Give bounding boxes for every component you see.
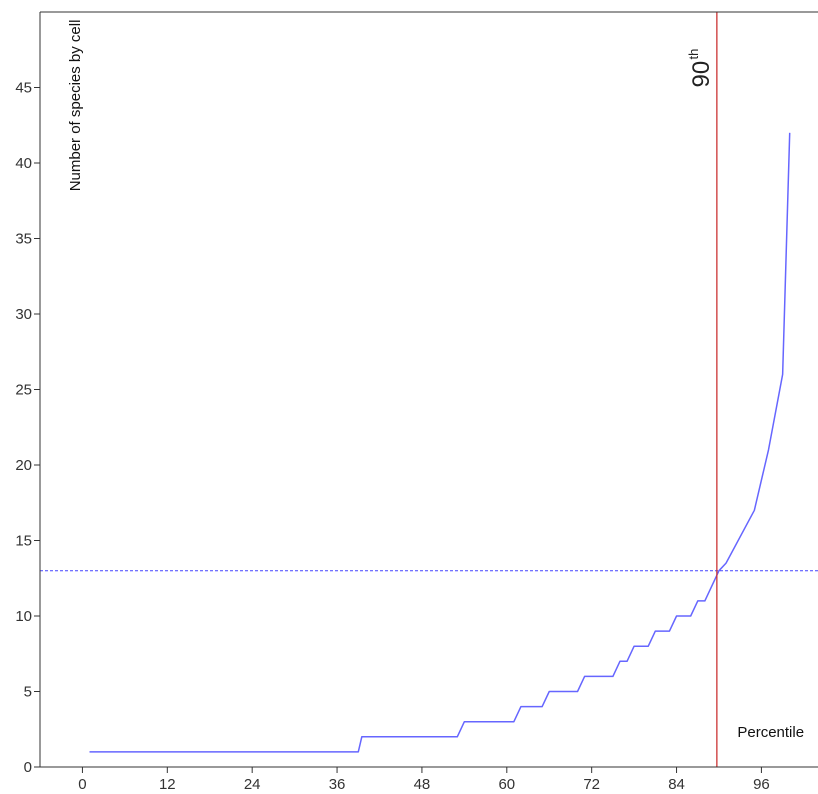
x-axis-title: Percentile (737, 724, 804, 741)
y-tick-label: 30 (15, 306, 32, 323)
y-tick-label: 20 (15, 457, 32, 474)
percentile-90th-label-number: 90 (688, 61, 715, 88)
species-curve-line (89, 132, 791, 753)
y-tick-label: 25 (15, 382, 32, 399)
reference-lines (40, 12, 818, 767)
y-tick-label: 15 (15, 533, 32, 550)
x-tick-label: 24 (244, 776, 261, 793)
y-tick-label: 0 (24, 759, 32, 776)
y-axis-title: Number of species by cell (67, 20, 84, 192)
x-tick-label: 72 (583, 776, 600, 793)
x-tick-label: 12 (159, 776, 176, 793)
y-tick-label: 35 (15, 231, 32, 248)
y-tick-label: 10 (15, 608, 32, 625)
x-tick-label: 0 (78, 776, 86, 793)
labels: 0 5 10 15 20 25 30 35 40 45 0 12 24 36 48 60 72 84 96 Numbe… (15, 20, 804, 793)
x-tick-label: 84 (668, 776, 685, 793)
series-layer (89, 132, 791, 753)
x-tick-label: 60 (498, 776, 515, 793)
y-tick-label: 45 (15, 80, 32, 97)
x-tick-label: 48 (414, 776, 431, 793)
percentile-90th-label-superscript: th (686, 49, 701, 60)
y-tick-label: 40 (15, 155, 32, 172)
x-tick-label: 96 (753, 776, 770, 793)
axes (34, 11, 818, 773)
y-tick-label: 5 (24, 684, 32, 701)
x-tick-label: 36 (329, 776, 346, 793)
